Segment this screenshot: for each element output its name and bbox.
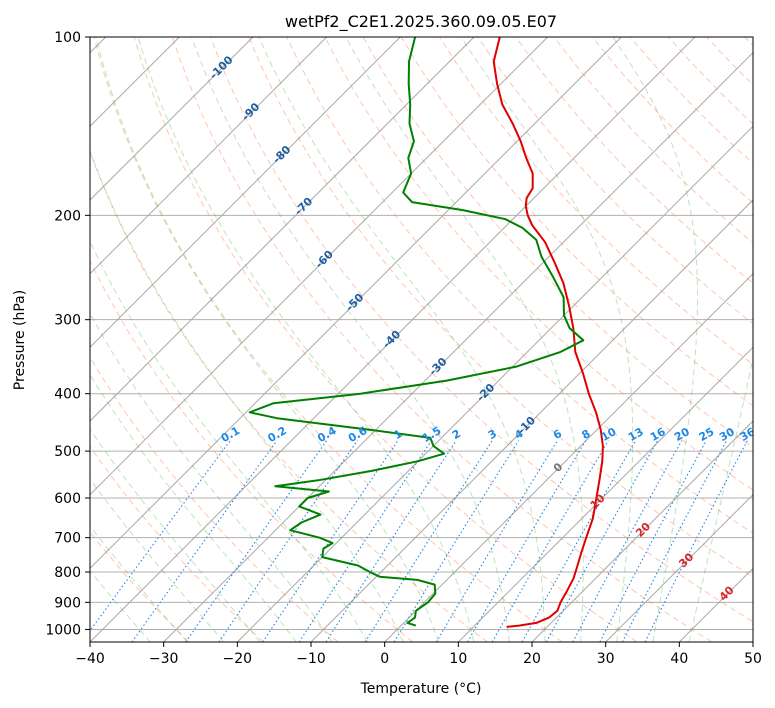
isotherm-line bbox=[90, 37, 254, 201]
isotherm-line bbox=[310, 199, 753, 642]
mixing-ratio-line bbox=[491, 440, 609, 642]
dry-adiabat-line bbox=[248, 37, 753, 578]
moist-adiabat-line bbox=[137, 37, 475, 642]
x-tick-label: −20 bbox=[223, 651, 253, 667]
dry-adiabat-line bbox=[515, 37, 753, 284]
moist-adiabat-line bbox=[90, 240, 369, 642]
axes: −40 −30 −20 −10 0 10 20 30 40 50 100 200 300 400 500 60… bbox=[45, 30, 762, 667]
moist-adiabat-line bbox=[90, 373, 297, 642]
moist-adiabat-line bbox=[90, 312, 333, 642]
isotherm-line bbox=[90, 37, 475, 422]
profile-series bbox=[248, 37, 604, 628]
dry-adiabat-line bbox=[95, 37, 563, 642]
isotherm-line bbox=[90, 37, 401, 349]
isotherm-line bbox=[384, 272, 753, 642]
x-tick-label: 40 bbox=[670, 651, 688, 667]
y-tick-label: 900 bbox=[54, 595, 81, 611]
temperature-profile-line bbox=[492, 37, 604, 628]
x-tick-label: −40 bbox=[75, 651, 105, 667]
moist-adiabat-line bbox=[90, 149, 404, 642]
isotherm-line bbox=[531, 420, 753, 642]
moist-adiabat-line bbox=[90, 570, 151, 642]
moist-adiabat-line bbox=[90, 525, 188, 642]
dry-adiabat-line bbox=[90, 259, 414, 642]
mixing-ratio-line bbox=[90, 440, 231, 632]
moist-adiabat-line bbox=[191, 37, 510, 642]
dry-adiabat-line bbox=[133, 37, 638, 642]
moist-adiabat-line bbox=[612, 37, 698, 642]
y-tick-label: 600 bbox=[54, 491, 81, 507]
y-tick-label: 700 bbox=[54, 531, 81, 547]
isotherm-line bbox=[90, 37, 622, 570]
dry-adiabat-line bbox=[286, 37, 753, 534]
mixing-ratio-line bbox=[521, 440, 637, 642]
mixing-ratio-line bbox=[364, 440, 493, 642]
x-tick-label: 20 bbox=[523, 651, 541, 667]
y-tick-label: 400 bbox=[54, 387, 81, 403]
y-tick-label: 100 bbox=[54, 30, 81, 46]
moist-adiabat-line bbox=[688, 355, 753, 642]
mixing-ratio-line bbox=[298, 440, 432, 642]
isotherm-line bbox=[90, 37, 328, 275]
y-tick-label: 300 bbox=[54, 313, 81, 329]
isotherm-line bbox=[163, 51, 753, 642]
mixing-ratio-line bbox=[644, 440, 748, 642]
x-tick-label: 0 bbox=[380, 651, 389, 667]
x-axis-label: Temperature (°C) bbox=[360, 681, 482, 697]
reference-lines bbox=[90, 37, 753, 642]
isotherm-line bbox=[457, 346, 753, 642]
x-tick-label: −10 bbox=[296, 651, 326, 667]
chart-title: wetPf2_C2E1.2025.360.09.05.E07 bbox=[285, 12, 557, 32]
isotherm-line bbox=[90, 37, 696, 642]
mixing-ratio-line bbox=[393, 440, 520, 642]
dry-adiabat-line bbox=[210, 37, 753, 623]
mixing-ratio-line bbox=[467, 440, 587, 642]
y-tick-label: 800 bbox=[54, 565, 81, 581]
y-tick-label: 200 bbox=[54, 208, 81, 224]
mixing-ratio-line bbox=[572, 440, 683, 642]
x-tick-label: 50 bbox=[744, 651, 762, 667]
mixing-ratio-line bbox=[262, 440, 399, 642]
dry-adiabat-line bbox=[171, 37, 712, 642]
x-tick-label: 30 bbox=[597, 651, 615, 667]
moist-adiabat-line bbox=[90, 478, 225, 642]
moist-adiabat-line bbox=[93, 37, 439, 642]
dewpoint-profile-line bbox=[248, 37, 585, 627]
mixing-ratio-line bbox=[435, 440, 558, 642]
dry-adiabat-line bbox=[324, 37, 753, 491]
mixing-ratio-line bbox=[325, 440, 457, 642]
x-tick-label: −30 bbox=[149, 651, 179, 667]
isotherm-line bbox=[90, 37, 549, 496]
dry-adiabat-line bbox=[90, 445, 264, 642]
isotherm-line bbox=[605, 493, 753, 642]
plot-frame bbox=[89, 36, 754, 643]
x-tick-label: 10 bbox=[449, 651, 467, 667]
dry-adiabat-line bbox=[90, 356, 339, 642]
mixing-ratio-label: 36 bbox=[738, 425, 758, 444]
y-tick-label: 500 bbox=[54, 444, 81, 460]
moist-adiabat-line bbox=[258, 37, 546, 642]
moist-adiabat-line bbox=[345, 37, 584, 642]
moist-adiabat-line bbox=[90, 428, 261, 642]
y-axis-label: Pressure (hPa) bbox=[12, 290, 28, 390]
isotherm-line bbox=[236, 125, 753, 642]
mixing-ratio-line bbox=[545, 440, 659, 642]
y-tick-label: 1000 bbox=[45, 622, 81, 638]
mixing-ratio-line bbox=[131, 440, 278, 642]
